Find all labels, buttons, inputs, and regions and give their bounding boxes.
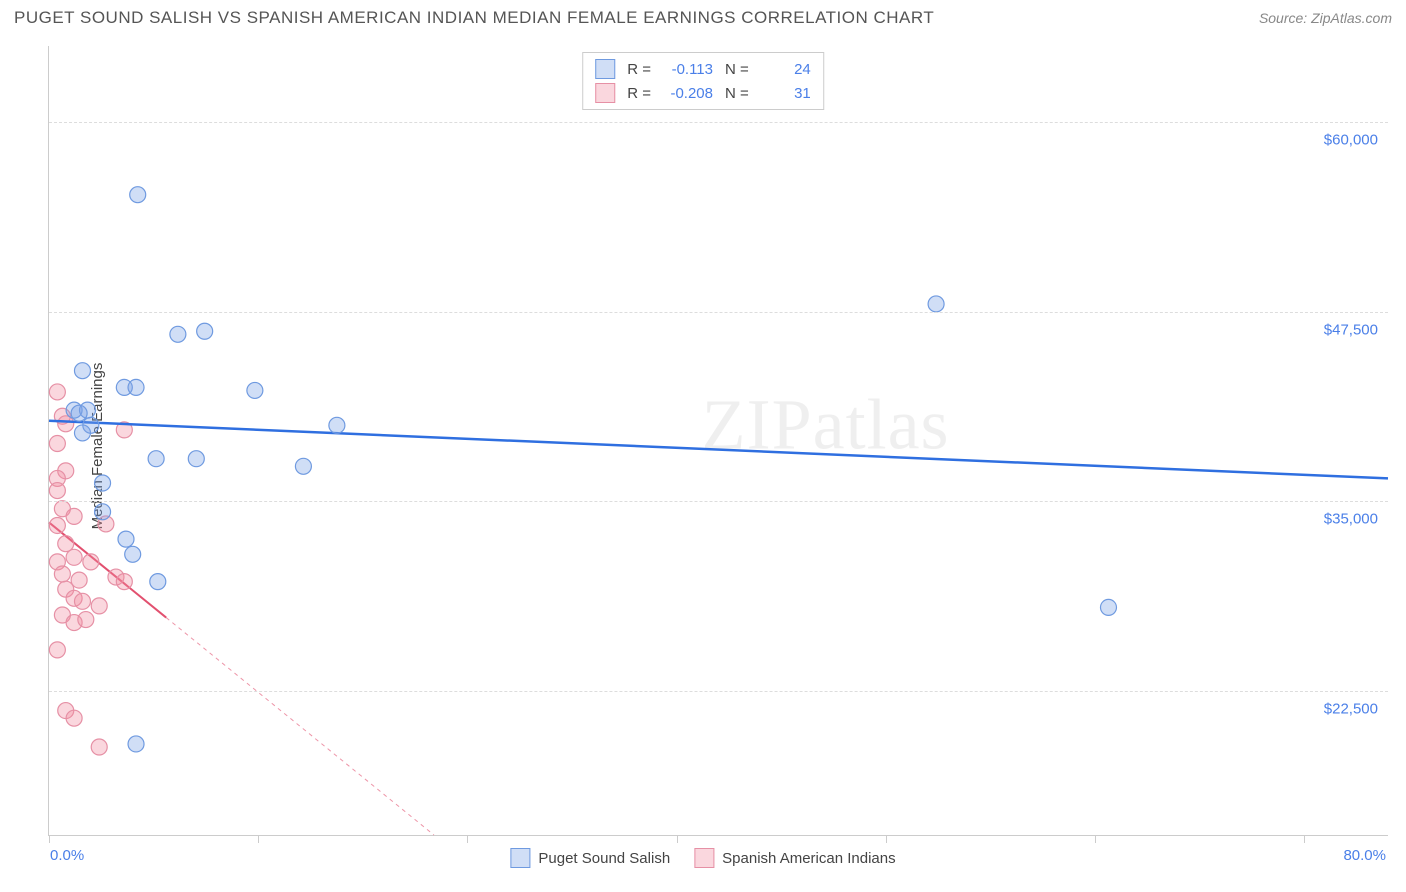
chart-plot-area: ZIPatlas $22,500$35,000$47,500$60,000 xyxy=(48,46,1388,836)
x-axis-min-label: 0.0% xyxy=(50,847,84,864)
x-tick xyxy=(677,835,678,843)
plot-svg xyxy=(49,46,1388,835)
n-value-a: 24 xyxy=(757,61,811,78)
n-value-b: 31 xyxy=(757,85,811,102)
legend-label-a: Puget Sound Salish xyxy=(538,850,670,867)
gridline xyxy=(49,312,1388,313)
swatch-b xyxy=(595,83,615,103)
x-axis-max-label: 80.0% xyxy=(1343,847,1386,864)
x-tick xyxy=(258,835,259,843)
legend-row-b: R = -0.208 N = 31 xyxy=(595,81,811,105)
legend-label-b: Spanish American Indians xyxy=(722,850,895,867)
gridline xyxy=(49,501,1388,502)
source-attribution: Source: ZipAtlas.com xyxy=(1259,10,1392,26)
y-tick-label: $22,500 xyxy=(1324,700,1378,717)
x-tick xyxy=(886,835,887,843)
gridline xyxy=(49,122,1388,123)
correlation-legend: R = -0.113 N = 24 R = -0.208 N = 31 xyxy=(582,52,824,110)
y-tick-label: $47,500 xyxy=(1324,321,1378,338)
legend-item-b: Spanish American Indians xyxy=(694,848,895,868)
y-tick-label: $35,000 xyxy=(1324,511,1378,528)
legend-item-a: Puget Sound Salish xyxy=(510,848,670,868)
x-tick xyxy=(49,835,50,843)
r-label: R = xyxy=(627,85,651,102)
n-label: N = xyxy=(725,85,749,102)
legend-row-a: R = -0.113 N = 24 xyxy=(595,57,811,81)
n-label: N = xyxy=(725,61,749,78)
swatch-a xyxy=(595,59,615,79)
r-value-b: -0.208 xyxy=(659,85,713,102)
gridline xyxy=(49,691,1388,692)
series-legend: Puget Sound Salish Spanish American Indi… xyxy=(510,848,895,868)
x-tick xyxy=(467,835,468,843)
chart-title: PUGET SOUND SALISH VS SPANISH AMERICAN I… xyxy=(14,8,934,28)
swatch-b-bottom xyxy=(694,848,714,868)
x-tick xyxy=(1095,835,1096,843)
r-label: R = xyxy=(627,61,651,78)
swatch-a-bottom xyxy=(510,848,530,868)
r-value-a: -0.113 xyxy=(659,61,713,78)
y-tick-label: $60,000 xyxy=(1324,131,1378,148)
x-tick xyxy=(1304,835,1305,843)
